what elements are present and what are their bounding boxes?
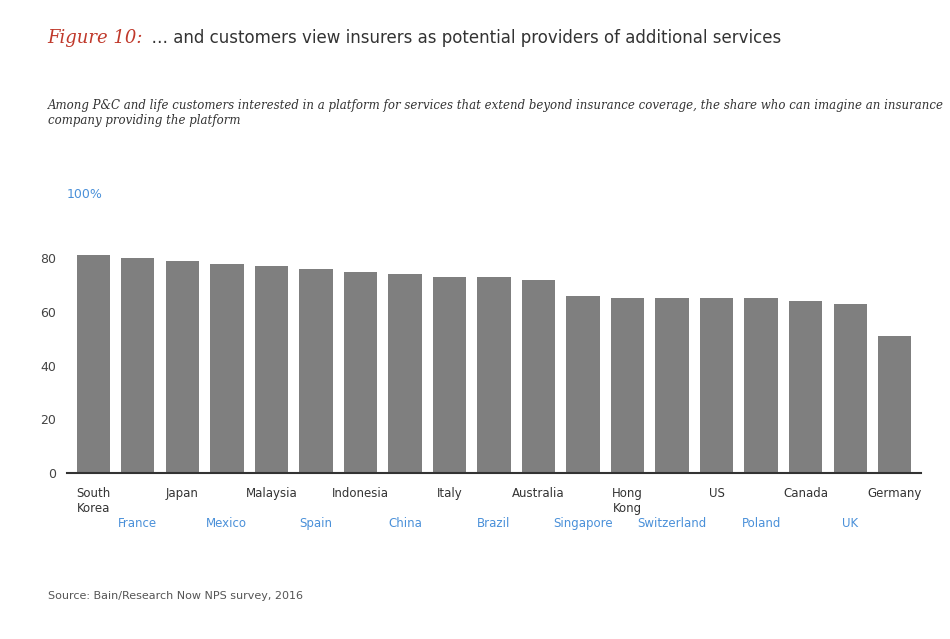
Bar (433, 277, 466, 473)
Bar (878, 336, 911, 473)
Text: China: China (388, 518, 422, 530)
Text: 100%: 100% (66, 189, 103, 201)
Text: Switzerland: Switzerland (637, 518, 707, 530)
Text: Italy: Italy (437, 487, 463, 500)
Text: Japan: Japan (166, 487, 199, 500)
Bar (344, 272, 377, 473)
Bar (77, 256, 110, 473)
Bar (210, 263, 243, 473)
Bar (522, 280, 555, 473)
Bar (789, 301, 823, 473)
Text: Mexico: Mexico (206, 518, 247, 530)
Text: Germany: Germany (867, 487, 922, 500)
Text: US: US (709, 487, 725, 500)
Bar (700, 298, 733, 473)
Text: Hong
Kong: Hong Kong (612, 487, 643, 515)
Bar (299, 269, 332, 473)
Text: Poland: Poland (742, 518, 781, 530)
Bar (165, 261, 199, 473)
Text: Indonesia: Indonesia (332, 487, 389, 500)
Text: Australia: Australia (512, 487, 565, 500)
Bar (121, 258, 155, 473)
Text: Singapore: Singapore (553, 518, 613, 530)
Text: … and customers view insurers as potential providers of additional services: … and customers view insurers as potenti… (141, 29, 781, 47)
Bar (477, 277, 511, 473)
Text: Brazil: Brazil (477, 518, 511, 530)
Text: Canada: Canada (783, 487, 828, 500)
Bar (745, 298, 778, 473)
Bar (611, 298, 644, 473)
Text: Among P&C and life customers interested in a platform for services that extend b: Among P&C and life customers interested … (48, 99, 943, 127)
Bar (656, 298, 689, 473)
Text: France: France (118, 518, 158, 530)
Bar (389, 274, 422, 473)
Bar (833, 304, 867, 473)
Text: UK: UK (843, 518, 858, 530)
Text: Figure 10:: Figure 10: (48, 29, 143, 47)
Text: South
Korea: South Korea (76, 487, 110, 515)
Text: Source: Bain/Research Now NPS survey, 2016: Source: Bain/Research Now NPS survey, 20… (48, 591, 302, 601)
Text: Malaysia: Malaysia (245, 487, 297, 500)
Text: Spain: Spain (299, 518, 332, 530)
Bar (566, 296, 599, 473)
Bar (255, 266, 288, 473)
